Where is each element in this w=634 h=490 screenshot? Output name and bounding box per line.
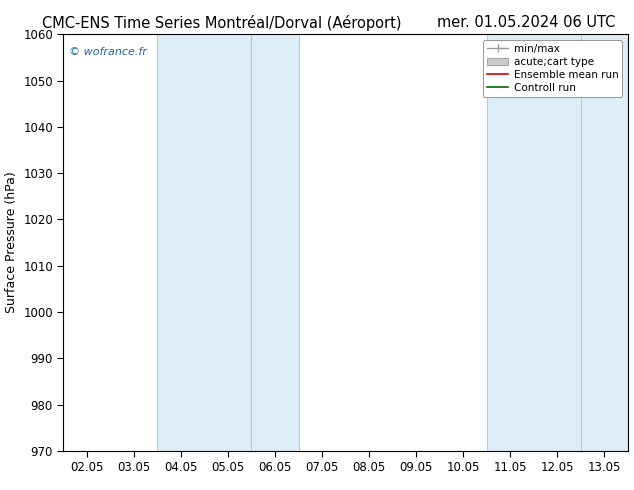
- Text: mer. 01.05.2024 06 UTC: mer. 01.05.2024 06 UTC: [437, 15, 615, 30]
- Text: CMC-ENS Time Series Montréal/Dorval (Aéroport): CMC-ENS Time Series Montréal/Dorval (Aér…: [42, 15, 402, 31]
- Y-axis label: Surface Pressure (hPa): Surface Pressure (hPa): [4, 172, 18, 314]
- Bar: [157, 34, 299, 451]
- Text: © wofrance.fr: © wofrance.fr: [69, 47, 147, 57]
- Bar: [486, 34, 628, 451]
- Legend: min/max, acute;cart type, Ensemble mean run, Controll run: min/max, acute;cart type, Ensemble mean …: [483, 40, 623, 97]
